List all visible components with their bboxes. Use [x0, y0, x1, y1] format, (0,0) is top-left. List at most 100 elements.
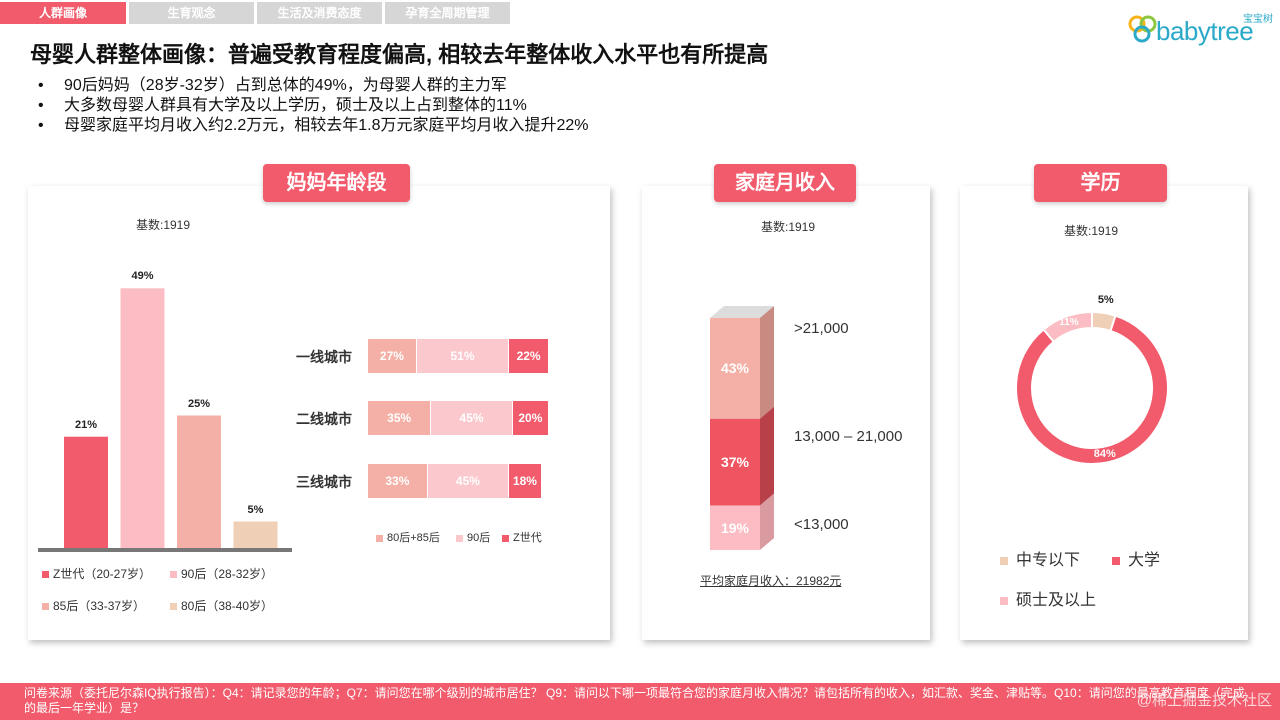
babytree-logo-icon	[1128, 15, 1157, 43]
age-bar	[64, 436, 108, 548]
legend-swatch	[1112, 556, 1120, 565]
logo-chinese-text: 宝宝树	[1243, 14, 1273, 25]
logo-wordmark: babytree	[1156, 16, 1254, 46]
income-band-label: >21,000	[794, 320, 849, 337]
income-column-segment	[710, 418, 760, 506]
age-panel-title: 妈妈年龄段	[263, 164, 410, 202]
tab-persona[interactable]: 人群画像	[0, 2, 126, 24]
tab-pregnancy-management[interactable]: 孕育全周期管理	[385, 2, 510, 24]
footer-source-text: 问卷来源（委托尼尔森IQ执行报告）：Q4：请记录您的年龄；Q7：请问您在哪个级别…	[24, 686, 1245, 715]
bullet-marker: •	[38, 97, 44, 114]
education-donut-chart	[1015, 310, 1169, 465]
bullet-item: • 90后妈妈（28岁-32岁）占到总体的49%，为母婴人群的主力军	[38, 76, 589, 96]
bullet-item: • 母婴家庭平均月收入约2.2万元，相较去年1.8万元家庭平均月收入提升22%	[38, 116, 589, 136]
donut-slice-label: 84%	[1093, 447, 1116, 460]
legend-swatch	[42, 603, 49, 611]
income-segment-value: 19%	[720, 519, 750, 536]
legend-swatch	[502, 534, 509, 542]
legend-label: 大学	[1128, 552, 1161, 569]
page-title: 母婴人群整体画像：普遍受教育程度偏高, 相较去年整体收入水平也有所提高	[30, 42, 769, 67]
age-bar	[177, 415, 221, 548]
age-bar-chart	[38, 288, 292, 552]
education-legend-item: 大学	[1112, 546, 1160, 570]
city-bar-segment: 20%	[512, 401, 548, 435]
legend-label: 80后（38-40岁）	[181, 599, 274, 613]
legend-swatch	[170, 571, 177, 579]
city-legend-item: Z世代	[502, 529, 542, 545]
city-row-label: 一线城市	[296, 349, 352, 365]
city-bar-segment: 27%	[368, 339, 416, 373]
donut-slice-label: 5%	[1097, 294, 1114, 307]
legend-label: Z世代（20-27岁）	[53, 567, 152, 581]
age-bar	[233, 521, 278, 548]
age-bar-value-label: 25%	[187, 397, 211, 410]
income-panel-base: 基数:1919	[761, 220, 816, 234]
income-average-note: 平均家庭月收入：21982元	[700, 574, 842, 588]
income-column-top	[710, 306, 774, 318]
legend-label: 85后（33-37岁）	[53, 599, 146, 613]
legend-label: 90后（28-32岁）	[181, 567, 274, 581]
city-bar-segment: 18%	[509, 464, 541, 498]
tab-fertility-concept[interactable]: 生育观念	[129, 2, 254, 24]
age-bar-value-label: 21%	[74, 418, 98, 431]
income-column-side	[760, 306, 774, 419]
city-bar-segment: 45%	[427, 464, 509, 498]
income-panel-title: 家庭月收入	[714, 164, 856, 202]
city-legend-item: 80后+85后	[376, 529, 440, 545]
income-segment-value: 37%	[720, 454, 750, 471]
city-bar-segment: 22%	[509, 339, 548, 373]
income-band-label: 13,000 – 21,000	[794, 428, 903, 445]
age-legend-item: 80后（38-40岁）	[170, 597, 273, 614]
bullet-item: • 大多数母婴人群具有大学及以上学历，硕士及以上占到整体的11%	[38, 96, 589, 116]
legend-label: 80后+85后	[387, 532, 440, 544]
income-column-chart	[710, 306, 774, 550]
city-legend-item: 90后	[456, 529, 490, 545]
education-panel-base: 基数:1919	[1064, 224, 1119, 238]
bullet-marker: •	[38, 77, 44, 94]
age-legend-item: 85后（33-37岁）	[42, 597, 145, 614]
city-row-label: 二线城市	[296, 411, 352, 427]
age-bar-value-label: 49%	[131, 270, 154, 283]
legend-swatch	[1000, 596, 1008, 605]
city-bar-segment: 51%	[416, 339, 509, 373]
donut-slice	[1015, 314, 1169, 465]
education-panel-title: 学历	[1034, 164, 1167, 202]
income-band-label: <13,000	[794, 516, 849, 533]
watermark: @稀土掘金技术社区	[1136, 692, 1272, 709]
bullet-text: 大多数母婴人群具有大学及以上学历，硕士及以上占到整体的11%	[64, 97, 527, 114]
footer-bar: 问卷来源（委托尼尔森IQ执行报告）：Q4：请记录您的年龄；Q7：请问您在哪个级别…	[0, 683, 1280, 720]
education-legend-item: 中专以下	[1000, 546, 1080, 570]
age-panel-base: 基数:1919	[136, 218, 191, 232]
city-bar-segment: 33%	[368, 464, 427, 498]
bullet-marker: •	[38, 117, 44, 134]
legend-swatch	[376, 534, 383, 542]
age-legend-item: 90后（28-32岁）	[170, 565, 273, 582]
legend-swatch	[456, 534, 463, 542]
age-axis-baseline	[38, 548, 292, 552]
income-column-segment	[710, 505, 760, 550]
age-legend-item: Z世代（20-27岁）	[42, 565, 151, 582]
education-panel	[960, 186, 1248, 640]
tab-lifestyle-consumption[interactable]: 生活及消费态度	[257, 2, 382, 24]
donut-slice	[1042, 310, 1093, 344]
legend-swatch	[1000, 556, 1008, 565]
income-segment-value: 43%	[720, 360, 750, 377]
income-column-side	[760, 406, 774, 506]
education-legend-item: 硕士及以上	[1000, 586, 1096, 610]
bullet-text: 母婴家庭平均月收入约2.2万元，相较去年1.8万元家庭平均月收入提升22%	[64, 117, 589, 134]
income-panel	[642, 186, 930, 640]
babytree-logo: 宝宝树 babytree	[1128, 10, 1273, 46]
legend-label: 硕士及以上	[1016, 592, 1097, 609]
legend-label: 90后	[467, 532, 491, 544]
income-column-side	[760, 493, 774, 550]
age-bar	[120, 288, 165, 548]
city-bar-segment: 45%	[431, 401, 512, 435]
top-tab-bar: 人群画像 生育观念 生活及消费态度 孕育全周期管理	[0, 2, 520, 24]
legend-label: 中专以下	[1016, 552, 1081, 569]
legend-label: Z世代	[513, 532, 542, 544]
city-bar-segment: 35%	[368, 401, 431, 435]
city-row-label: 三线城市	[296, 474, 352, 490]
bullet-text: 90后妈妈（28岁-32岁）占到总体的49%，为母婴人群的主力军	[64, 77, 507, 94]
legend-swatch	[170, 603, 177, 611]
income-column-segment	[710, 318, 760, 419]
